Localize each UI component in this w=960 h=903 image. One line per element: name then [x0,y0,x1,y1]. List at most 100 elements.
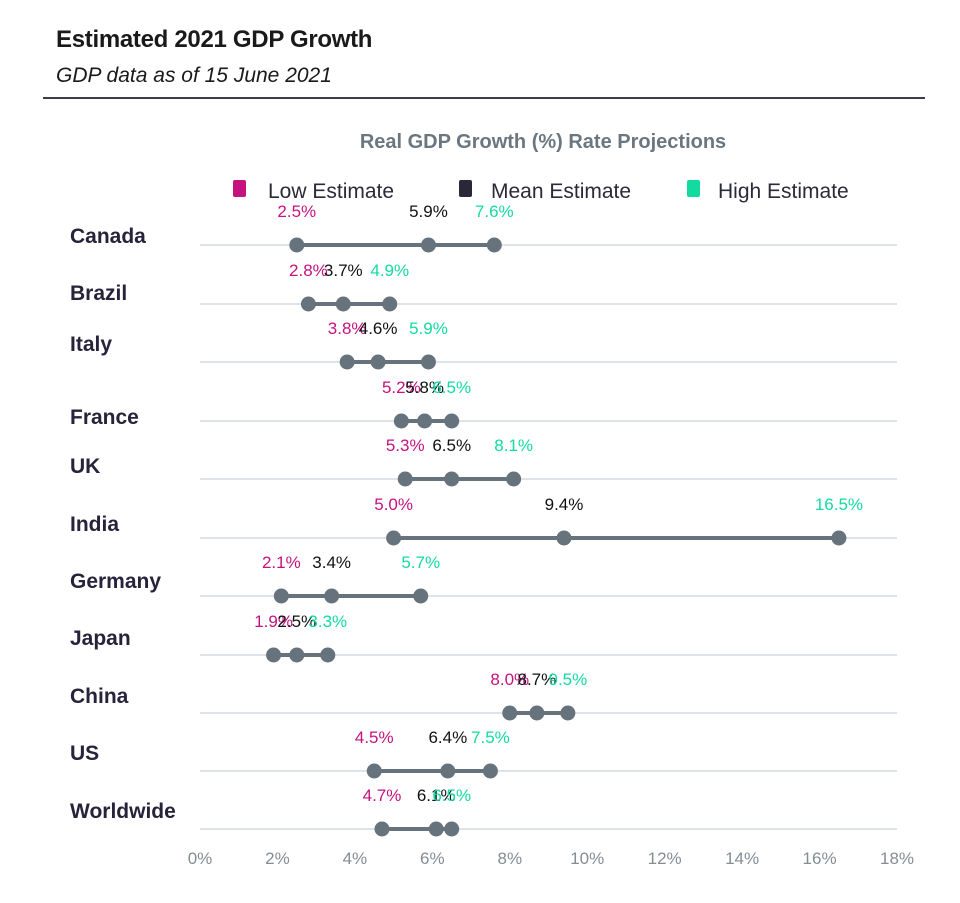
value-label-mean: 5.8% [405,378,444,397]
dot-low [374,821,390,837]
value-label-high: 6.5% [432,378,471,397]
dot-high [444,821,460,837]
dot-mean [556,530,572,546]
row-canada: Canada 2.5% 5.9% 7.6% [70,202,897,253]
legend-label-high: High Estimate [718,180,849,203]
value-label-high: 3.3% [308,612,347,631]
value-label-low: 5.0% [374,495,413,514]
page-subtitle: GDP data as of 15 June 2021 [56,64,332,87]
dot-high [506,471,522,487]
x-tick-label: 6% [420,849,445,868]
row-worldwide: Worldwide 4.7% 6.1%6.5% [70,786,897,837]
dot-low [339,354,355,370]
row-india: India 5.0% 9.4% 16.5% [70,495,897,546]
value-label-high: 5.9% [409,319,448,338]
value-label-low: 4.7% [363,786,402,805]
row-china: China 8.0%8.7%9.5% [70,670,897,721]
legend-swatch-high [687,180,700,197]
country-label: Worldwide [70,800,176,823]
country-label: US [70,742,99,765]
country-label: Germany [70,570,161,593]
x-tick-label: 16% [803,849,837,868]
legend-label-low: Low Estimate [268,180,394,203]
dot-low [289,237,305,253]
dot-high [486,237,502,253]
value-label-low: 8.0% [490,670,529,689]
dot-high [320,647,336,663]
dot-low [266,647,282,663]
value-label-high: 9.5% [548,670,587,689]
dot-low [397,471,413,487]
x-tick-label: 2% [265,849,290,868]
value-label-high: 16.5% [815,495,863,514]
dot-high [444,413,460,429]
dot-mean [428,821,444,837]
value-label-low: 2.5% [277,202,316,221]
row-italy: Italy 3.8%4.6% 5.9% [70,319,897,370]
dot-low [366,763,382,779]
x-tick-label: 18% [880,849,914,868]
dot-high [560,705,576,721]
dot-low [502,705,518,721]
dot-low [300,296,316,312]
country-label: China [70,685,129,708]
value-label-mean: 5.9% [409,202,448,221]
value-label-mean: 6.4% [428,728,467,747]
value-label-mean: 3.4% [312,553,351,572]
row-japan: Japan 1.9%2.5%3.3% [70,612,897,663]
country-label: Brazil [70,282,127,305]
country-label: France [70,406,139,429]
value-label-low: 2.8% [289,261,328,280]
row-brazil: Brazil 2.8%3.7% 4.9% [70,261,897,312]
value-label-low: 4.5% [355,728,394,747]
value-label-low: 2.1% [262,553,301,572]
country-label: India [70,513,119,536]
x-tick-label: 0% [188,849,213,868]
value-label-high: 8.1% [494,436,533,455]
legend: Low Estimate Mean Estimate High Estimate [233,180,849,203]
dot-high [831,530,847,546]
page-title: Estimated 2021 GDP Growth [56,26,373,53]
dot-high [482,763,498,779]
row-uk: UK 5.3% 6.5% 8.1% [70,436,897,487]
value-label-high: 5.7% [401,553,440,572]
country-label: Canada [70,225,146,248]
value-label-low: 5.2% [382,378,421,397]
dot-high [420,354,436,370]
value-label-mean: 2.5% [277,612,316,631]
value-label-mean: 6.5% [432,436,471,455]
dot-mean [370,354,386,370]
row-us: US 4.5% 6.4% 7.5% [70,728,897,779]
country-label: UK [70,455,100,478]
dot-mean [417,413,433,429]
x-tick-label: 4% [343,849,368,868]
value-label-low: 3.8% [328,319,367,338]
value-label-mean: 6.1% [417,786,456,805]
x-tick-label: 12% [648,849,682,868]
x-tick-label: 8% [497,849,522,868]
legend-swatch-low [233,180,246,197]
dot-low [273,588,289,604]
dot-mean [420,237,436,253]
legend-label-mean: Mean Estimate [491,180,631,203]
dot-low [386,530,402,546]
dot-mean [335,296,351,312]
x-tick-label: 10% [570,849,604,868]
value-label-mean: 9.4% [545,495,584,514]
value-label-mean: 8.7% [518,670,557,689]
value-label-high: 7.6% [475,202,514,221]
value-label-high: 4.9% [370,261,409,280]
x-tick-label: 14% [725,849,759,868]
dot-mean [324,588,340,604]
dot-mean [444,471,460,487]
value-label-low: 5.3% [386,436,425,455]
row-france: France 5.2%5.8%6.5% [70,378,897,429]
value-label-high: 6.5% [432,786,471,805]
row-germany: Germany 2.1% 3.4% 5.7% [70,553,897,604]
value-label-high: 7.5% [471,728,510,747]
header-divider [43,97,925,99]
value-label-mean: 3.7% [324,261,363,280]
country-label: Japan [70,627,131,650]
dot-mean [440,763,456,779]
